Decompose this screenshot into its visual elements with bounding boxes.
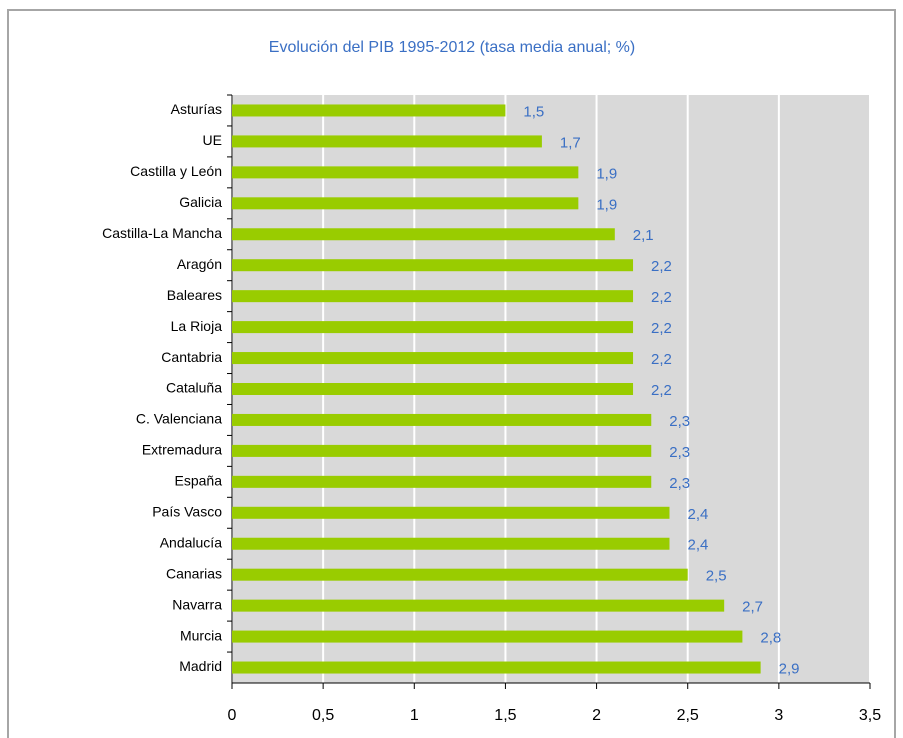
value-label: 2,2 [651, 289, 672, 306]
bar [232, 352, 634, 365]
value-label: 2,2 [651, 258, 672, 275]
y-tick-label: Castilla y León [130, 163, 222, 179]
bar [232, 197, 579, 210]
y-tick-label: UE [203, 132, 222, 148]
y-tick-label: Navarra [172, 596, 222, 612]
value-label: 2,4 [687, 537, 708, 554]
value-label: 2,2 [651, 320, 672, 337]
value-label: 2,3 [669, 413, 690, 430]
y-tick-label: C. Valenciana [136, 411, 222, 427]
value-label: 2,9 [779, 660, 800, 677]
value-label: 1,9 [596, 165, 617, 182]
y-tick-label: Cataluña [166, 380, 222, 396]
value-label: 1,9 [596, 196, 617, 213]
bar [232, 383, 634, 395]
y-tick-label: Extremadura [142, 442, 222, 458]
bar [232, 413, 652, 426]
chart-title: Evolución del PIB 1995-2012 (tasa media … [269, 39, 635, 56]
bar [232, 228, 615, 241]
bar [232, 166, 579, 179]
value-label: 2,3 [669, 475, 690, 492]
value-label: 2,3 [669, 444, 690, 461]
x-tick-label: 2 [592, 707, 601, 724]
y-tick-label: País Vasco [152, 503, 222, 519]
value-label: 2,1 [633, 227, 654, 244]
x-tick-label: 0,5 [312, 707, 334, 724]
bar [232, 321, 634, 334]
y-tick-label: Baleares [167, 287, 222, 303]
bar [232, 259, 634, 272]
bar [232, 506, 670, 519]
bar [232, 444, 652, 457]
bar [232, 104, 506, 117]
value-label: 2,4 [687, 506, 708, 523]
value-label: 2,7 [742, 599, 763, 616]
y-tick-label: Aragón [177, 256, 222, 272]
y-tick-label: Asturías [171, 101, 222, 117]
bar [232, 290, 634, 303]
bar [232, 568, 688, 581]
bar [232, 630, 743, 643]
bar [232, 537, 670, 550]
value-label: 2,8 [760, 630, 781, 647]
y-tick-label: Andalucía [160, 534, 222, 550]
bar [232, 599, 725, 612]
bar [232, 661, 761, 674]
x-tick-label: 3 [774, 707, 783, 724]
y-tick-label: Castilla-La Mancha [102, 225, 222, 241]
y-tick-label: Madrid [179, 658, 222, 674]
x-tick-label: 3,5 [859, 707, 881, 724]
value-label: 2,5 [706, 568, 727, 585]
x-tick-label: 2,5 [677, 707, 699, 724]
x-tick-label: 0 [228, 707, 237, 724]
y-tick-label: Murcia [180, 627, 222, 643]
y-tick-label: Canarias [166, 565, 222, 581]
x-tick-label: 1 [410, 707, 419, 724]
y-tick-label: La Rioja [171, 318, 223, 334]
value-label: 2,2 [651, 351, 672, 368]
value-label: 1,7 [560, 134, 581, 151]
y-tick-label: España [175, 473, 223, 489]
y-tick-label: Cantabria [161, 349, 222, 365]
value-label: 1,5 [523, 103, 544, 120]
y-tick-label: Galicia [179, 194, 222, 210]
bar [232, 135, 542, 148]
bar [232, 475, 652, 488]
x-tick-label: 1,5 [494, 707, 516, 724]
value-label: 2,2 [651, 382, 672, 399]
